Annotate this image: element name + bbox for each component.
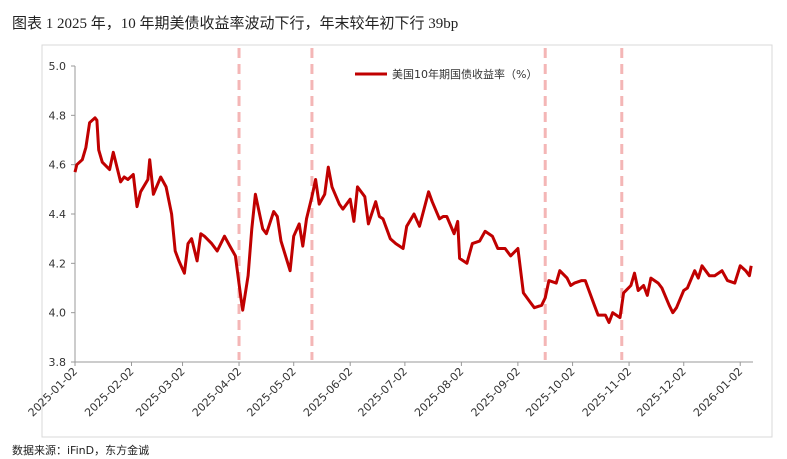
x-tick-label: 2025-10-02 xyxy=(523,365,577,419)
y-tick-label: 4.4 xyxy=(49,208,67,221)
x-tick-label: 2025-04-02 xyxy=(190,365,244,419)
x-tick-label: 2025-05-02 xyxy=(244,365,298,419)
y-tick-label: 4.2 xyxy=(49,257,67,270)
y-tick-label: 4.8 xyxy=(49,109,67,122)
x-tick-label: 2025-09-02 xyxy=(469,365,523,419)
legend-label: 美国10年期国债收益率（%） xyxy=(392,67,537,81)
x-tick-label: 2025-08-02 xyxy=(412,365,466,419)
chart-title: 图表 1 2025 年，10 年期美债收益率波动下行，年末较年初下行 39bp xyxy=(12,14,458,32)
x-tick-label: 2025-11-02 xyxy=(580,365,634,419)
series-line xyxy=(73,116,753,324)
source-note: 数据来源：iFinD，东方金诚 xyxy=(12,443,149,457)
x-tick-label: 2025-12-02 xyxy=(634,365,688,419)
plot-frame xyxy=(41,44,773,438)
y-tick-label: 4.0 xyxy=(49,307,67,320)
x-tick-label: 2025-07-02 xyxy=(356,365,410,419)
x-tick-label: 2026-01-02 xyxy=(691,365,745,419)
x-tick-label: 2025-02-02 xyxy=(82,365,136,419)
y-tick-label: 5.0 xyxy=(49,60,67,73)
y-tick-label: 3.8 xyxy=(49,356,67,369)
x-tick-label: 2025-03-02 xyxy=(133,365,187,419)
x-tick-label: 2025-06-02 xyxy=(301,365,355,419)
y-tick-label: 4.6 xyxy=(49,159,67,172)
x-tick-label: 2025-01-02 xyxy=(26,365,80,419)
